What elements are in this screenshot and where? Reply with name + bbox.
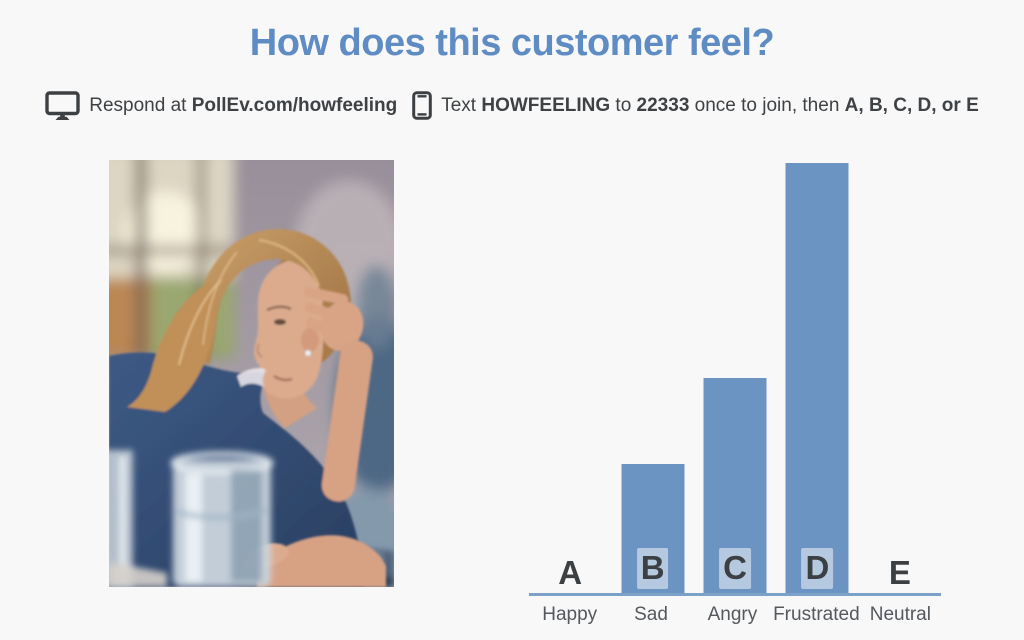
sms-options: A, B, C, D, or E	[844, 94, 979, 116]
chart-column-frustrated: D	[776, 163, 858, 593]
respond-sms-text: Text HOWFEELING to 22333 once to join, t…	[441, 95, 979, 117]
option-letter-E: E	[888, 554, 911, 591]
sms-seg3: once to join, then	[689, 94, 845, 116]
smartphone-icon	[412, 91, 433, 120]
monitor-icon	[45, 91, 80, 120]
respond-web-prefix: Respond at	[89, 94, 192, 116]
category-label-neutral: Neutral	[869, 604, 931, 625]
chart-bars-area: A B C D E	[529, 163, 941, 593]
option-letter-B: B	[636, 548, 669, 589]
chart-category-labels: Happy Sad Angry Frustrated Neutral	[529, 604, 941, 626]
sms-seg2: to	[610, 94, 637, 116]
category-label-sad: Sad	[634, 604, 668, 625]
pollev-url: PollEv.com/howfeeling	[191, 94, 398, 116]
instructions-bar: Respond at PollEv.com/howfeeling Text HO…	[0, 91, 1024, 120]
chart-column-happy: A	[529, 163, 611, 593]
option-letter-D: D	[801, 548, 834, 589]
sms-seg1: Text	[441, 94, 482, 116]
chart-column-neutral: E	[859, 163, 941, 593]
frustrated-customer-photo	[109, 160, 394, 587]
bar-frustrated	[785, 163, 849, 593]
respond-sms-instruction: Text HOWFEELING to 22333 once to join, t…	[412, 91, 979, 120]
option-letter-A: A	[558, 554, 583, 591]
sms-number: 22333	[636, 94, 690, 116]
respond-web-text: Respond at PollEv.com/howfeeling	[89, 95, 397, 117]
category-label-angry: Angry	[707, 604, 758, 625]
poll-results-chart: A B C D E Happy Sad Angry Frustrated Neutral	[529, 163, 941, 626]
category-label-frustrated: Frustrated	[773, 604, 860, 625]
respond-web-instruction: Respond at PollEv.com/howfeeling	[45, 91, 397, 120]
category-label-happy: Happy	[542, 604, 598, 625]
chart-axis-line	[529, 593, 941, 596]
page-title: How does this customer feel?	[249, 22, 775, 64]
customer-photo-illustration	[109, 160, 394, 587]
chart-column-sad: B	[611, 163, 693, 593]
sms-keyword: HOWFEELING	[481, 94, 611, 116]
chart-column-angry: C	[694, 163, 776, 593]
option-letter-C: C	[719, 548, 751, 589]
